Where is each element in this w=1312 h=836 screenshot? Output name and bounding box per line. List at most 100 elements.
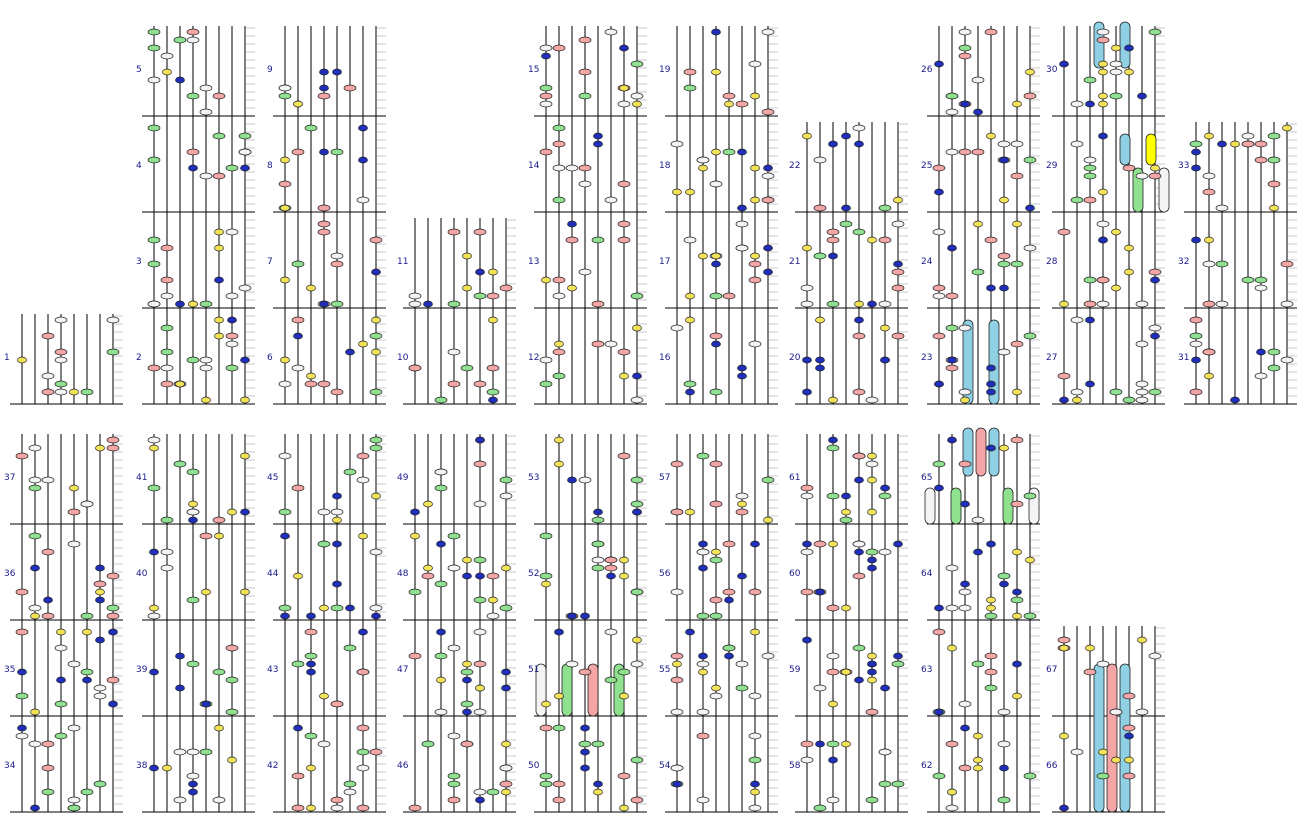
note-marker	[685, 508, 695, 516]
note-marker	[867, 236, 877, 244]
note-marker	[737, 148, 747, 156]
note-marker	[1109, 60, 1123, 68]
note-marker	[291, 804, 305, 812]
note-marker	[737, 572, 747, 580]
note-marker	[225, 340, 239, 348]
note-marker	[356, 748, 370, 756]
note-marker	[199, 356, 213, 364]
note-marker	[960, 396, 970, 404]
note-marker	[841, 604, 851, 612]
note-marker	[722, 148, 736, 156]
note-marker	[173, 36, 187, 44]
note-marker	[997, 140, 1011, 148]
note-marker	[945, 804, 959, 812]
note-marker	[1204, 236, 1214, 244]
note-marker	[554, 340, 564, 348]
row-label: 42	[267, 761, 278, 771]
note-marker	[852, 572, 866, 580]
note-marker	[800, 492, 814, 500]
row-label: 5	[136, 65, 142, 75]
note-marker	[1025, 556, 1035, 564]
note-marker	[852, 228, 866, 236]
note-marker	[238, 148, 252, 156]
note-marker	[1059, 396, 1069, 404]
note-marker	[865, 796, 879, 804]
note-marker	[421, 572, 435, 580]
note-marker	[369, 388, 383, 396]
note-marker	[552, 724, 566, 732]
note-marker	[1150, 276, 1160, 284]
note-marker	[41, 548, 55, 556]
note-marker	[1204, 132, 1214, 140]
note-marker	[67, 804, 81, 812]
note-marker	[554, 692, 564, 700]
note-marker	[54, 316, 68, 324]
note-marker	[473, 628, 487, 636]
note-marker	[800, 756, 814, 764]
note-marker	[106, 676, 120, 684]
note-marker	[865, 548, 879, 556]
note-marker	[698, 540, 708, 548]
note-marker	[1057, 228, 1071, 236]
note-marker	[947, 788, 957, 796]
note-marker	[865, 396, 879, 404]
row-label: 23	[921, 353, 932, 363]
note-marker	[291, 364, 305, 372]
note-marker	[278, 84, 292, 92]
note-marker	[330, 804, 344, 812]
note-marker	[147, 484, 161, 492]
note-marker	[630, 92, 644, 100]
note-marker	[1012, 612, 1022, 620]
note-marker	[54, 388, 68, 396]
note-marker	[30, 612, 40, 620]
note-marker	[1059, 60, 1069, 68]
note-marker	[630, 588, 644, 596]
note-marker	[761, 476, 775, 484]
note-marker	[591, 540, 605, 548]
note-marker	[345, 348, 355, 356]
note-marker	[1085, 100, 1095, 108]
note-marker	[826, 740, 840, 748]
note-marker	[865, 708, 879, 716]
note-marker	[1122, 724, 1136, 732]
note-marker	[1070, 388, 1084, 396]
row-label: 26	[921, 65, 933, 75]
note-marker	[304, 124, 318, 132]
note-marker	[343, 84, 357, 92]
note-marker	[960, 580, 970, 588]
row-label: 57	[659, 473, 670, 483]
note-marker	[617, 220, 631, 228]
note-marker	[604, 28, 618, 36]
note-marker	[630, 60, 644, 68]
note-marker	[867, 676, 877, 684]
note-marker	[841, 668, 851, 676]
note-marker	[173, 796, 187, 804]
note-marker	[1215, 300, 1229, 308]
note-marker	[1072, 396, 1082, 404]
note-marker	[593, 508, 603, 516]
note-marker	[932, 228, 946, 236]
note-marker	[1098, 236, 1108, 244]
note-marker	[371, 268, 381, 276]
note-marker	[447, 772, 461, 780]
note-marker	[1098, 68, 1108, 76]
note-marker	[724, 100, 734, 108]
note-marker	[15, 732, 29, 740]
note-marker	[1025, 204, 1035, 212]
note-marker	[1267, 132, 1281, 140]
note-marker	[30, 804, 40, 812]
note-marker	[371, 612, 381, 620]
note-marker	[709, 556, 723, 564]
note-marker	[80, 388, 94, 396]
row-label: 51	[528, 665, 539, 675]
note-marker	[670, 588, 684, 596]
note-marker	[1191, 356, 1201, 364]
note-marker	[984, 652, 998, 660]
note-marker	[160, 348, 174, 356]
note-marker	[317, 228, 331, 236]
note-marker	[356, 764, 370, 772]
note-marker	[839, 516, 853, 524]
row-label: 31	[1178, 353, 1189, 363]
note-marker	[554, 460, 564, 468]
note-marker	[709, 292, 723, 300]
